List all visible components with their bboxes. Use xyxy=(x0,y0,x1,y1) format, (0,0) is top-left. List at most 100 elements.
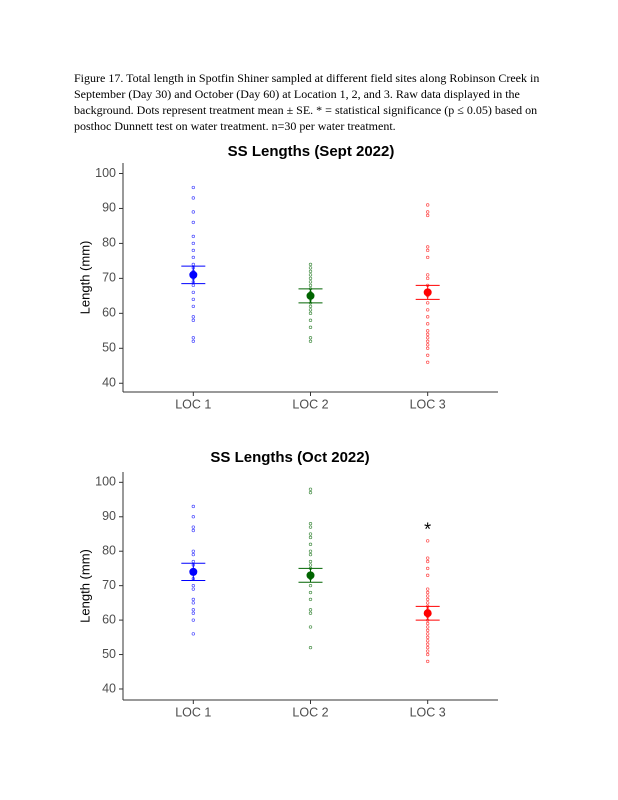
raw-point xyxy=(426,343,430,347)
raw-point xyxy=(308,491,313,495)
raw-point xyxy=(191,185,195,190)
raw-point xyxy=(426,315,430,319)
raw-point xyxy=(426,597,430,602)
raw-point xyxy=(426,621,430,626)
y-tick-label: 40 xyxy=(102,376,116,390)
raw-point xyxy=(426,632,430,636)
y-tick-label: 90 xyxy=(102,201,116,215)
raw-point xyxy=(426,601,430,605)
raw-point xyxy=(191,528,195,533)
raw-point xyxy=(191,318,195,322)
caption-line: posthoc Dunnett test on water treatment.… xyxy=(74,119,396,133)
significance-marker: * xyxy=(424,519,431,539)
raw-point xyxy=(308,625,313,629)
y-tick-label: 60 xyxy=(102,612,116,626)
raw-point xyxy=(426,645,430,650)
raw-point xyxy=(426,339,430,343)
raw-point xyxy=(426,652,430,657)
raw-point xyxy=(191,584,195,588)
figure-caption: Figure 17. Total length in Spotfin Shine… xyxy=(74,70,539,134)
raw-point xyxy=(191,283,195,288)
raw-point xyxy=(308,645,313,650)
raw-point xyxy=(426,635,430,639)
raw-point xyxy=(308,336,313,340)
raw-point xyxy=(191,553,195,557)
mean-point xyxy=(423,288,432,297)
raw-point xyxy=(191,587,195,591)
raw-point xyxy=(308,304,313,308)
mean-point xyxy=(306,571,315,580)
raw-point xyxy=(191,297,195,302)
x-tick-label: LOC 1 xyxy=(175,705,211,719)
raw-point xyxy=(191,336,195,340)
raw-point xyxy=(308,266,313,270)
raw-point xyxy=(191,196,195,200)
mean-point xyxy=(423,609,432,618)
raw-point xyxy=(191,339,195,343)
raw-point xyxy=(191,515,195,519)
raw-point xyxy=(191,601,195,605)
raw-point xyxy=(426,539,430,543)
raw-point xyxy=(426,594,430,598)
raw-point xyxy=(308,611,313,615)
raw-point xyxy=(191,290,195,295)
raw-point xyxy=(426,322,430,326)
raw-point xyxy=(308,542,313,546)
raw-point xyxy=(308,269,313,274)
raw-point xyxy=(308,325,313,329)
chart-title: SS Lengths (Sept 2022) xyxy=(228,143,395,160)
x-tick-label: LOC 2 xyxy=(292,705,328,719)
raw-point xyxy=(191,315,195,319)
y-tick-label: 40 xyxy=(102,681,116,695)
raw-point xyxy=(308,608,313,612)
raw-point xyxy=(308,339,313,343)
raw-point xyxy=(191,611,195,615)
x-tick-label: LOC 3 xyxy=(410,397,446,411)
raw-point xyxy=(191,210,195,214)
raw-point xyxy=(308,535,313,540)
raw-point xyxy=(308,487,313,491)
chart-title: SS Lengths (Oct 2022) xyxy=(210,449,369,466)
raw-point xyxy=(426,336,430,340)
raw-point xyxy=(426,587,430,591)
raw-point xyxy=(426,566,430,571)
raw-point xyxy=(308,276,313,281)
raw-point xyxy=(191,525,195,529)
raw-point xyxy=(308,318,313,322)
mean-point xyxy=(189,567,198,576)
y-tick-label: 100 xyxy=(95,475,116,489)
x-tick-label: LOC 3 xyxy=(410,705,446,719)
y-tick-label: 90 xyxy=(102,509,116,523)
raw-point xyxy=(191,241,195,246)
y-tick-label: 70 xyxy=(102,271,116,285)
raw-point xyxy=(191,632,195,636)
raw-point xyxy=(426,301,430,305)
raw-point xyxy=(308,311,313,315)
raw-point xyxy=(308,563,313,567)
raw-point xyxy=(426,203,430,207)
raw-point xyxy=(191,608,195,612)
y-tick-label: 80 xyxy=(102,236,116,250)
raw-point xyxy=(191,234,195,239)
raw-point xyxy=(191,262,195,267)
raw-point xyxy=(308,549,313,553)
raw-point xyxy=(308,280,313,284)
y-axis-title: Length (mm) xyxy=(77,549,92,623)
raw-point xyxy=(308,597,313,602)
raw-point xyxy=(191,504,195,509)
raw-point xyxy=(426,573,430,577)
raw-point xyxy=(308,584,313,588)
raw-point xyxy=(426,590,430,595)
y-tick-label: 60 xyxy=(102,306,116,320)
x-tick-label: LOC 1 xyxy=(175,397,211,411)
raw-point xyxy=(308,308,313,312)
mean-point xyxy=(189,270,198,279)
raw-point xyxy=(426,332,430,336)
raw-point xyxy=(426,659,430,664)
raw-point xyxy=(308,283,313,288)
raw-point xyxy=(191,220,195,225)
raw-point xyxy=(191,248,195,253)
raw-point xyxy=(308,525,313,529)
raw-point xyxy=(308,273,313,277)
